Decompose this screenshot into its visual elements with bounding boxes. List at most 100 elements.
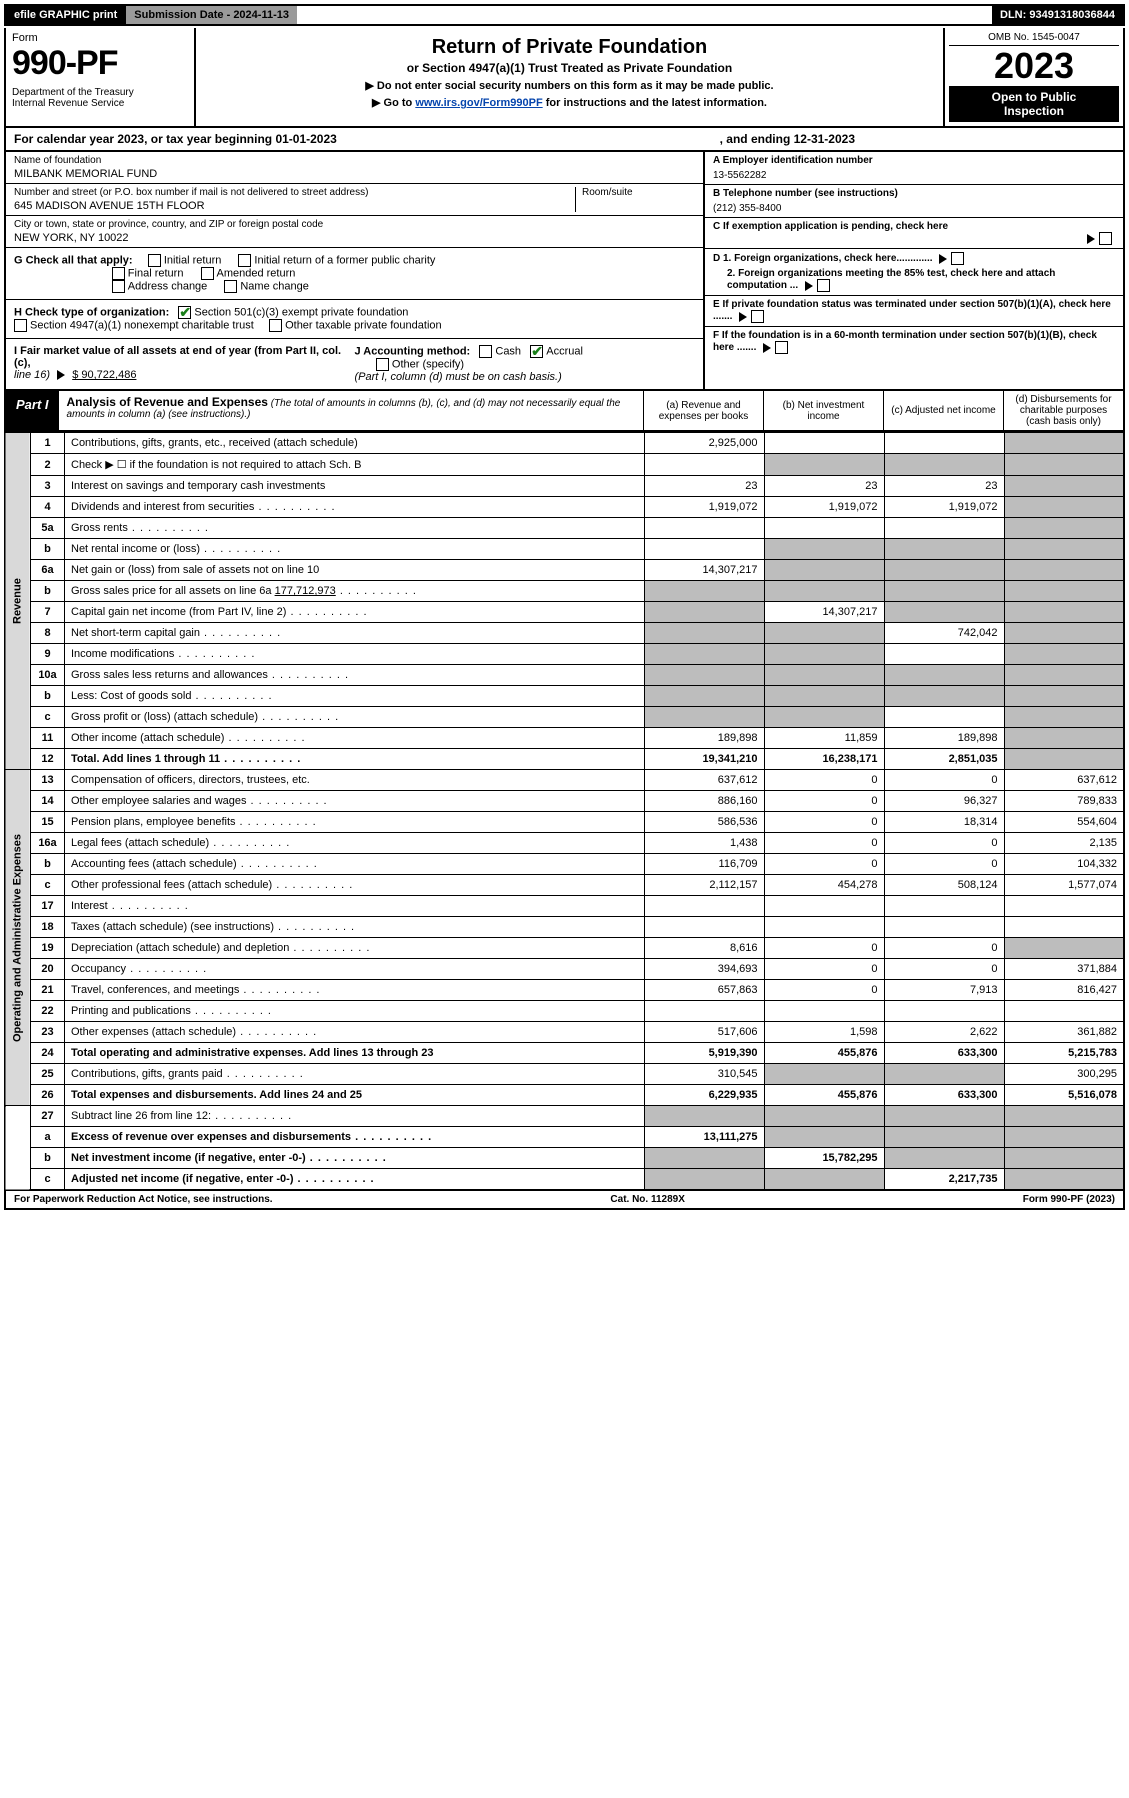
- accrual-checkbox[interactable]: [530, 345, 543, 358]
- form-word: Form: [12, 32, 188, 44]
- initial-return-former-checkbox[interactable]: [238, 254, 251, 267]
- g-label: G Check all that apply:: [14, 254, 133, 266]
- c-label: C If exemption application is pending, c…: [713, 221, 948, 232]
- omb-number: OMB No. 1545-0047: [949, 32, 1119, 46]
- status-terminated-checkbox[interactable]: [751, 310, 764, 323]
- catalog-number: Cat. No. 11289X: [610, 1194, 684, 1205]
- g-check-row: G Check all that apply: Initial return I…: [6, 248, 703, 300]
- irs-link[interactable]: www.irs.gov/Form990PF: [415, 97, 542, 109]
- h-check-row: H Check type of organization: Section 50…: [6, 300, 703, 339]
- table-row: 9Income modifications: [5, 644, 1124, 665]
- table-row: 3Interest on savings and temporary cash …: [5, 476, 1124, 497]
- department-label: Department of the Treasury Internal Reve…: [12, 87, 188, 109]
- header-spacer: [297, 6, 992, 24]
- name-of-foundation-label: Name of foundation: [14, 155, 695, 166]
- table-row: 23Other expenses (attach schedule)517,60…: [5, 1022, 1124, 1043]
- city-state-zip: NEW YORK, NY 10022: [14, 232, 695, 244]
- ein-cell: A Employer identification number 13-5562…: [705, 152, 1123, 185]
- table-row: cOther professional fees (attach schedul…: [5, 875, 1124, 896]
- 60month-checkbox[interactable]: [775, 341, 788, 354]
- table-row: 2Check ▶ ☐ if the foundation is not requ…: [5, 454, 1124, 476]
- i-label: I Fair market value of all assets at end…: [14, 345, 341, 369]
- j-label: J Accounting method:: [355, 345, 471, 357]
- table-row: bNet rental income or (loss): [5, 539, 1124, 560]
- 501c3-checkbox[interactable]: [178, 306, 191, 319]
- paperwork-notice: For Paperwork Reduction Act Notice, see …: [14, 1194, 273, 1205]
- submission-date-label: Submission Date - 2024-11-13: [125, 6, 297, 24]
- e-cell: E If private foundation status was termi…: [705, 296, 1123, 327]
- exemption-pending-checkbox[interactable]: [1099, 232, 1112, 245]
- part-i-title: Analysis of Revenue and Expenses: [67, 395, 268, 409]
- column-headers: (a) Revenue and expenses per books (b) N…: [643, 391, 1123, 430]
- table-row: 12Total. Add lines 1 through 1119,341,21…: [5, 749, 1124, 770]
- col-d-header: (d) Disbursements for charitable purpose…: [1003, 391, 1123, 430]
- table-row: 20Occupancy394,69300371,884: [5, 959, 1124, 980]
- table-row: Operating and Administrative Expenses13C…: [5, 770, 1124, 791]
- 4947-checkbox[interactable]: [14, 319, 27, 332]
- phone-cell: B Telephone number (see instructions) (2…: [705, 185, 1123, 218]
- table-row: 24Total operating and administrative exp…: [5, 1043, 1124, 1064]
- part-i-description: Analysis of Revenue and Expenses (The to…: [59, 391, 643, 430]
- d2-label: 2. Foreign organizations meeting the 85%…: [727, 268, 1055, 291]
- 85pct-test-checkbox[interactable]: [817, 279, 830, 292]
- table-row: 15Pension plans, employee benefits586,53…: [5, 812, 1124, 833]
- open-to-public-badge: Open to Public Inspection: [949, 86, 1119, 122]
- form-subtitle: or Section 4947(a)(1) Trust Treated as P…: [204, 61, 935, 75]
- goto-prefix: ▶ Go to: [372, 97, 415, 109]
- col-a-header: (a) Revenue and expenses per books: [643, 391, 763, 430]
- ssn-warning: ▶ Do not enter social security numbers o…: [204, 79, 935, 92]
- col-b-header: (b) Net investment income: [763, 391, 883, 430]
- table-row: 19Depreciation (attach schedule) and dep…: [5, 938, 1124, 959]
- dln-label: DLN: 93491318036844: [992, 6, 1123, 24]
- foundation-name: MILBANK MEMORIAL FUND: [14, 168, 695, 180]
- phone-value: (212) 355-8400: [713, 203, 1115, 214]
- table-row: 22Printing and publications: [5, 1001, 1124, 1022]
- city-cell: City or town, state or province, country…: [6, 216, 703, 248]
- table-row: cGross profit or (loss) (attach schedule…: [5, 707, 1124, 728]
- arrow-icon: [57, 370, 65, 380]
- table-row: 17Interest: [5, 896, 1124, 917]
- table-row: cAdjusted net income (if negative, enter…: [5, 1169, 1124, 1191]
- arrow-icon: [939, 254, 947, 264]
- table-row: 27Subtract line 26 from line 12:: [5, 1106, 1124, 1127]
- amended-return-checkbox[interactable]: [201, 267, 214, 280]
- e-label: E If private foundation status was termi…: [713, 299, 1111, 322]
- calendar-year-row: For calendar year 2023, or tax year begi…: [4, 128, 1125, 152]
- table-row: bNet investment income (if negative, ent…: [5, 1148, 1124, 1169]
- foundation-name-cell: Name of foundation MILBANK MEMORIAL FUND: [6, 152, 703, 184]
- address-row: Number and street (or P.O. box number if…: [6, 184, 703, 216]
- efile-header-bar: efile GRAPHIC print Submission Date - 20…: [4, 4, 1125, 26]
- other-taxable-checkbox[interactable]: [269, 319, 282, 332]
- form-number-box: Form 990-PF Department of the Treasury I…: [6, 28, 196, 126]
- table-row: 5aGross rents: [5, 518, 1124, 539]
- tax-year: 2023: [949, 48, 1119, 84]
- other-method-checkbox[interactable]: [376, 358, 389, 371]
- street-address: 645 MADISON AVENUE 15TH FLOOR: [14, 200, 575, 212]
- part-i-table: Revenue1Contributions, gifts, grants, et…: [4, 432, 1125, 1191]
- initial-return-checkbox[interactable]: [148, 254, 161, 267]
- cash-checkbox[interactable]: [479, 345, 492, 358]
- table-row: bGross sales price for all assets on lin…: [5, 581, 1124, 602]
- c-cell: C If exemption application is pending, c…: [705, 218, 1123, 249]
- arrow-icon: [739, 312, 747, 322]
- form-header: Form 990-PF Department of the Treasury I…: [4, 28, 1125, 128]
- f-cell: F If the foundation is in a 60-month ter…: [705, 327, 1123, 357]
- name-change-checkbox[interactable]: [224, 280, 237, 293]
- table-row: 4Dividends and interest from securities1…: [5, 497, 1124, 518]
- efile-print-label: efile GRAPHIC print: [6, 6, 125, 24]
- section-side-label: Operating and Administrative Expenses: [5, 770, 31, 1106]
- final-return-checkbox[interactable]: [112, 267, 125, 280]
- col-c-header: (c) Adjusted net income: [883, 391, 1003, 430]
- table-row: bAccounting fees (attach schedule)116,70…: [5, 854, 1124, 875]
- table-row: 8Net short-term capital gain742,042: [5, 623, 1124, 644]
- table-row: 11Other income (attach schedule)189,8981…: [5, 728, 1124, 749]
- goto-line: ▶ Go to www.irs.gov/Form990PF for instru…: [204, 96, 935, 109]
- form-ref: Form 990-PF (2023): [1023, 1194, 1115, 1205]
- address-change-checkbox[interactable]: [112, 280, 125, 293]
- foreign-org-checkbox[interactable]: [951, 252, 964, 265]
- i-line-ref: line 16): [14, 369, 50, 381]
- form-title-box: Return of Private Foundation or Section …: [196, 28, 943, 126]
- arrow-icon: [1087, 234, 1095, 244]
- city-label: City or town, state or province, country…: [14, 219, 695, 230]
- ein-label: A Employer identification number: [713, 155, 873, 166]
